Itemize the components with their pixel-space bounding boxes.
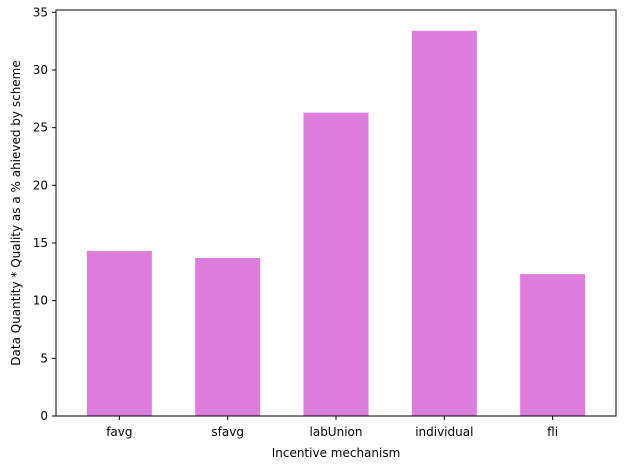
x-axis-label: Incentive mechanism: [272, 446, 401, 460]
y-tick-label: 10: [33, 294, 48, 308]
x-tick-label: labUnion: [310, 425, 363, 439]
y-tick-label: 0: [40, 409, 48, 423]
x-tick-label: individual: [415, 425, 473, 439]
x-axis-ticks: favg sfavg labUnion individual fli: [106, 416, 558, 439]
bar-fli: [520, 274, 586, 416]
bars-group: [86, 30, 586, 417]
x-tick-label: fli: [547, 425, 558, 439]
y-tick-label: 25: [33, 121, 48, 135]
y-tick-label: 15: [33, 236, 48, 250]
x-tick-label: sfavg: [211, 425, 244, 439]
y-tick-label: 30: [33, 63, 48, 77]
y-axis-ticks: 0 5 10 15 20 25 30 35: [33, 5, 56, 423]
x-tick-label: favg: [106, 425, 132, 439]
y-tick-label: 20: [33, 178, 48, 192]
y-tick-label: 35: [33, 5, 48, 19]
bar-individual: [411, 30, 477, 417]
y-tick-label: 5: [40, 351, 48, 365]
bar-sfavg: [195, 257, 261, 416]
bar-labUnion: [303, 112, 369, 416]
plot-frame: [55, 9, 617, 417]
bar-favg: [86, 251, 152, 416]
y-axis-label: Data Quantity * Quality as a % ahieved b…: [9, 60, 23, 365]
